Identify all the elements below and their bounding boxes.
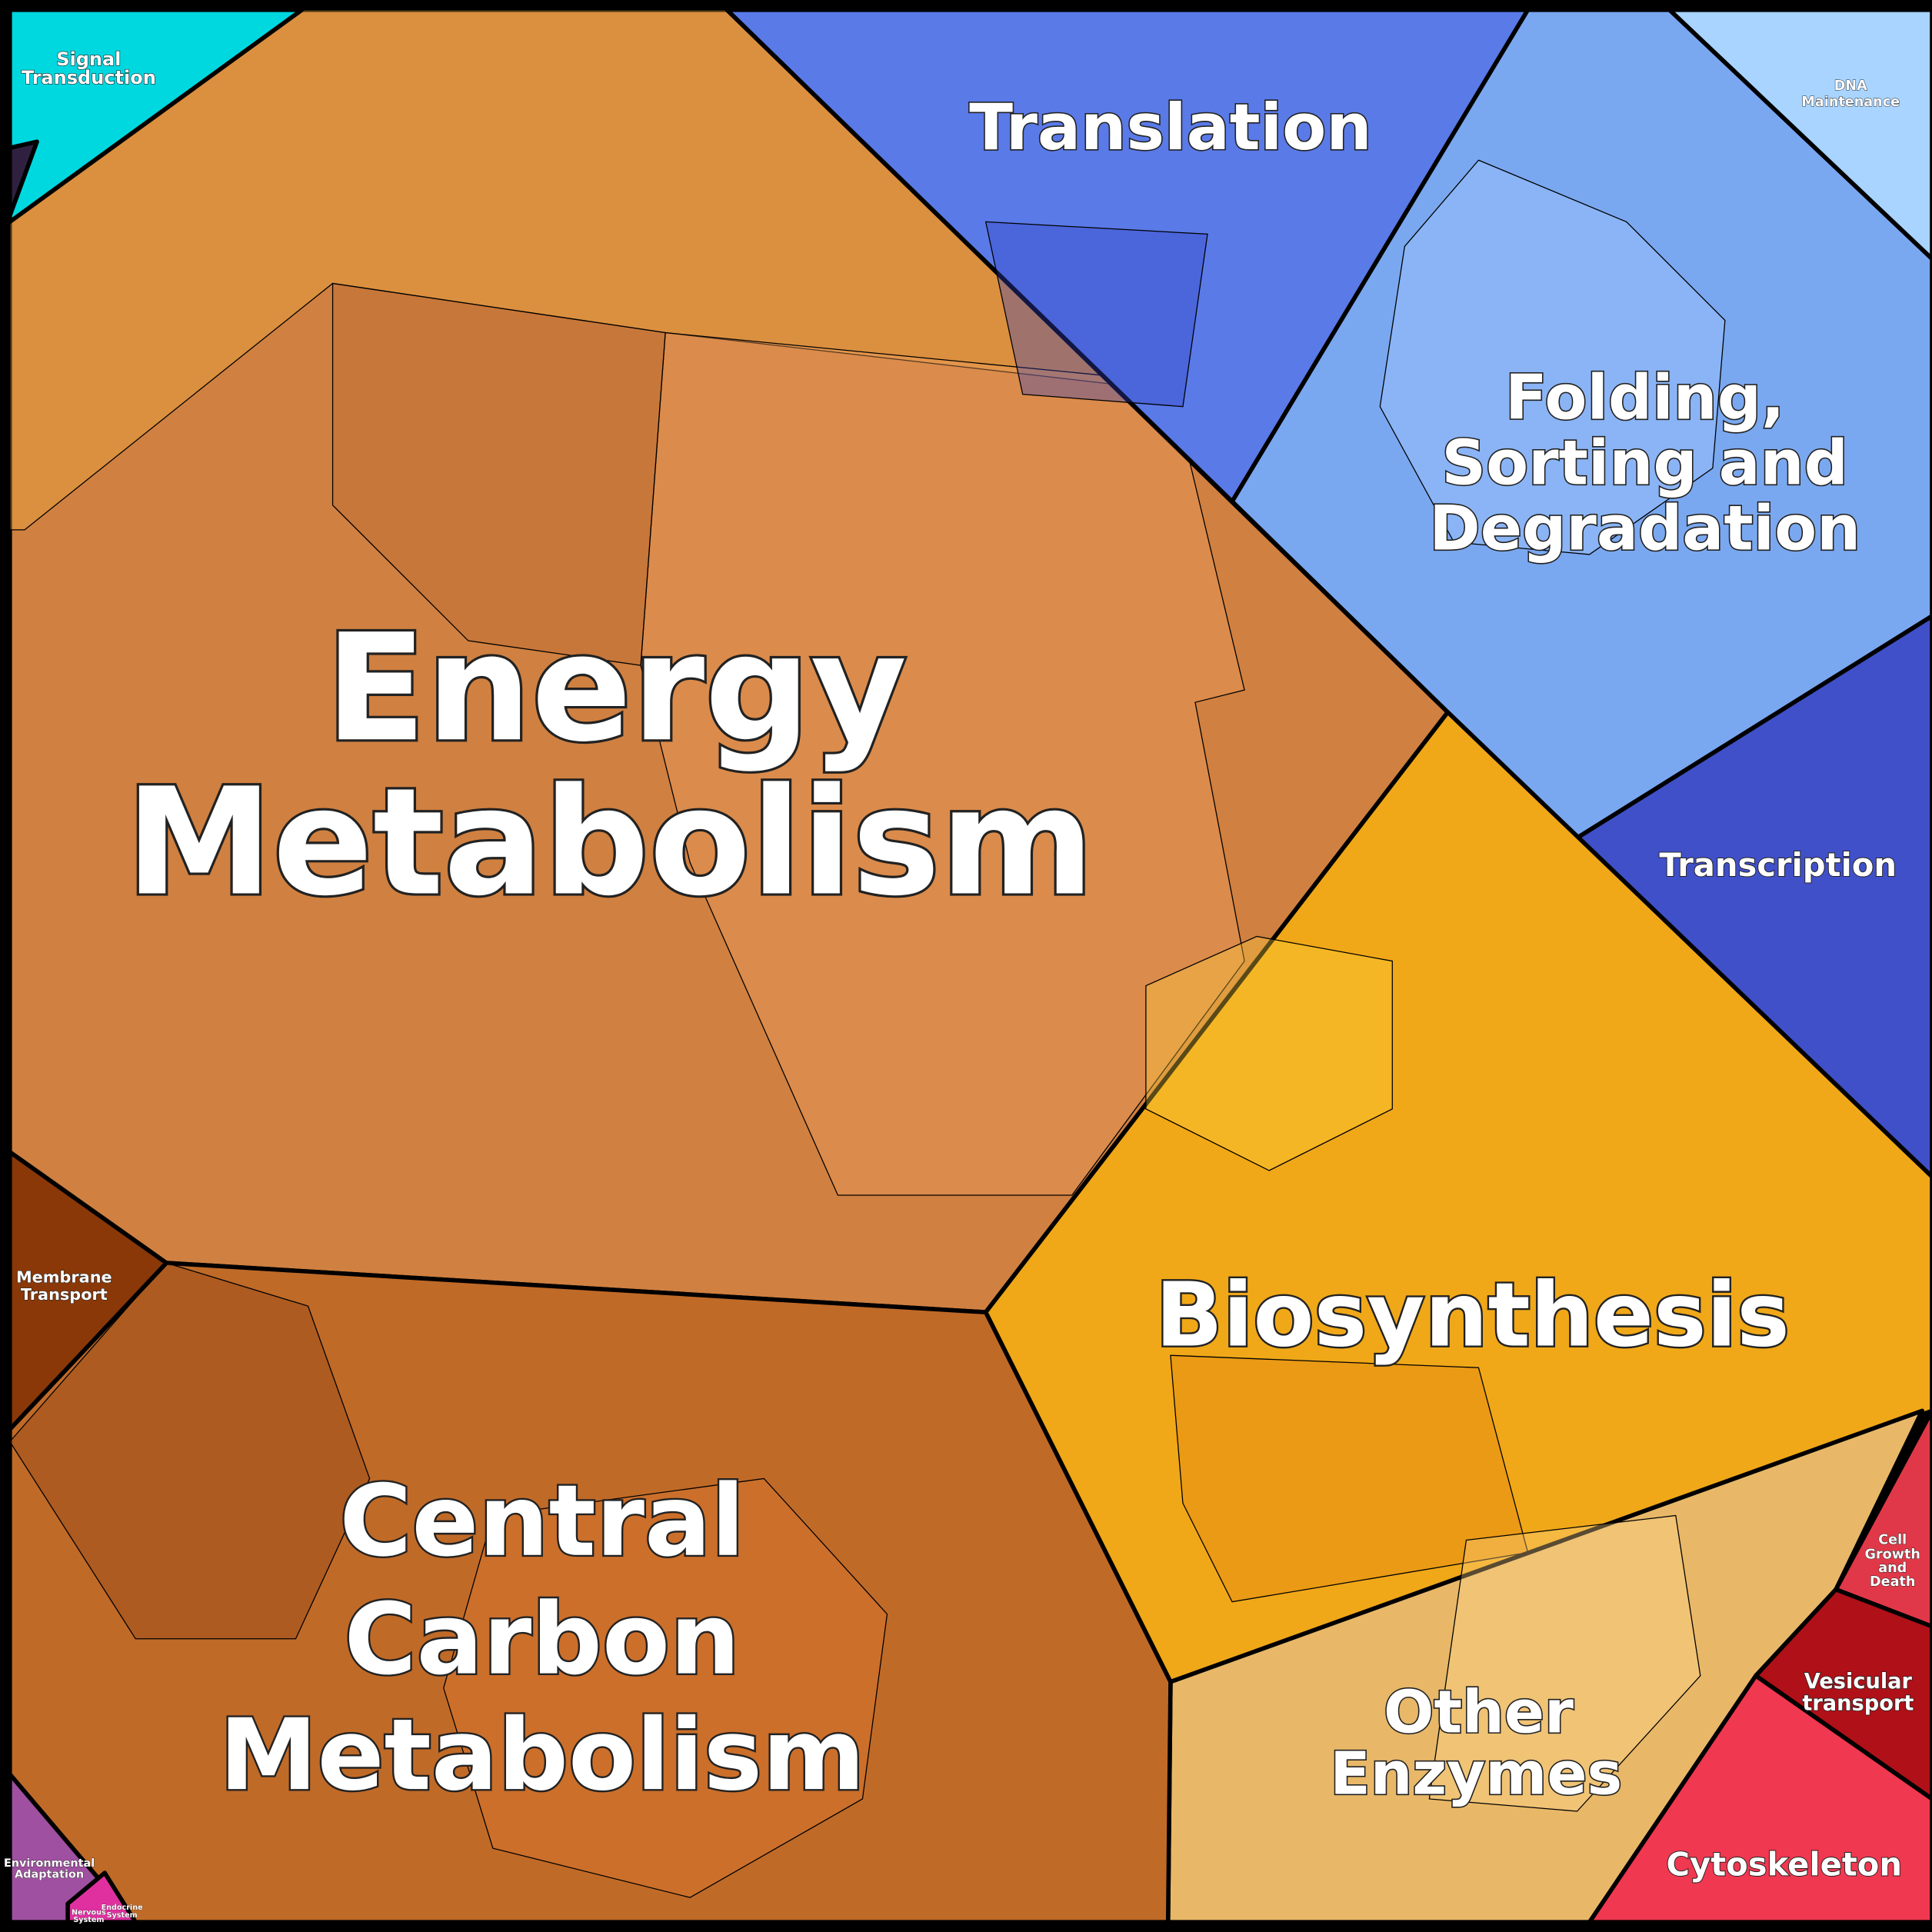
regions <box>8 8 1932 1924</box>
label: Membrane Transport <box>16 1268 112 1304</box>
central-carbon-region <box>8 1261 1173 1924</box>
label: Central Carbon Metabolism <box>219 1464 865 1813</box>
label: Vesicular transport <box>1802 1670 1914 1716</box>
nervous-region <box>65 1870 138 1924</box>
folding-cell <box>1379 159 1726 555</box>
label: Nervous System <box>72 1909 106 1925</box>
label: Folding, Sorting and Degradation <box>1429 362 1860 565</box>
label: Cytoskeleton <box>1667 1845 1903 1883</box>
dna-region <box>1667 8 1932 261</box>
energy-cell <box>640 331 1245 1196</box>
membrane-region <box>8 1150 169 1432</box>
other-enzymes-cell <box>1428 1514 1701 1812</box>
label: Other Enzymes <box>1330 1678 1622 1808</box>
cytoskeleton-region <box>1587 1673 1932 1924</box>
label: Transcription <box>1659 846 1897 884</box>
translation-cell <box>984 221 1208 408</box>
label: Signal Transduction <box>22 48 156 88</box>
label: DNA Maintenance <box>1801 78 1900 110</box>
biosynthesis-cell <box>1145 935 1393 1171</box>
biosynthesis-cell <box>1170 1354 1529 1603</box>
label: Endocrine System <box>102 1904 143 1920</box>
signal-region <box>8 8 305 225</box>
central-carbon-cell <box>9 1262 371 1640</box>
label: Energy Metabolism <box>125 603 1094 928</box>
label: Cell Growth and Death <box>1865 1532 1920 1589</box>
label: Environmental Adaptation <box>4 1857 95 1880</box>
label: Translation <box>969 90 1372 165</box>
small-region <box>8 139 39 218</box>
vesicular-region <box>1754 1587 1932 1801</box>
label: Biosynthesis <box>1155 1264 1790 1367</box>
labels: Energy Metabolism Central Carbon Metabolism… <box>4 48 1921 1925</box>
central-carbon-cell <box>443 1477 888 1898</box>
energy-cell <box>331 282 666 666</box>
